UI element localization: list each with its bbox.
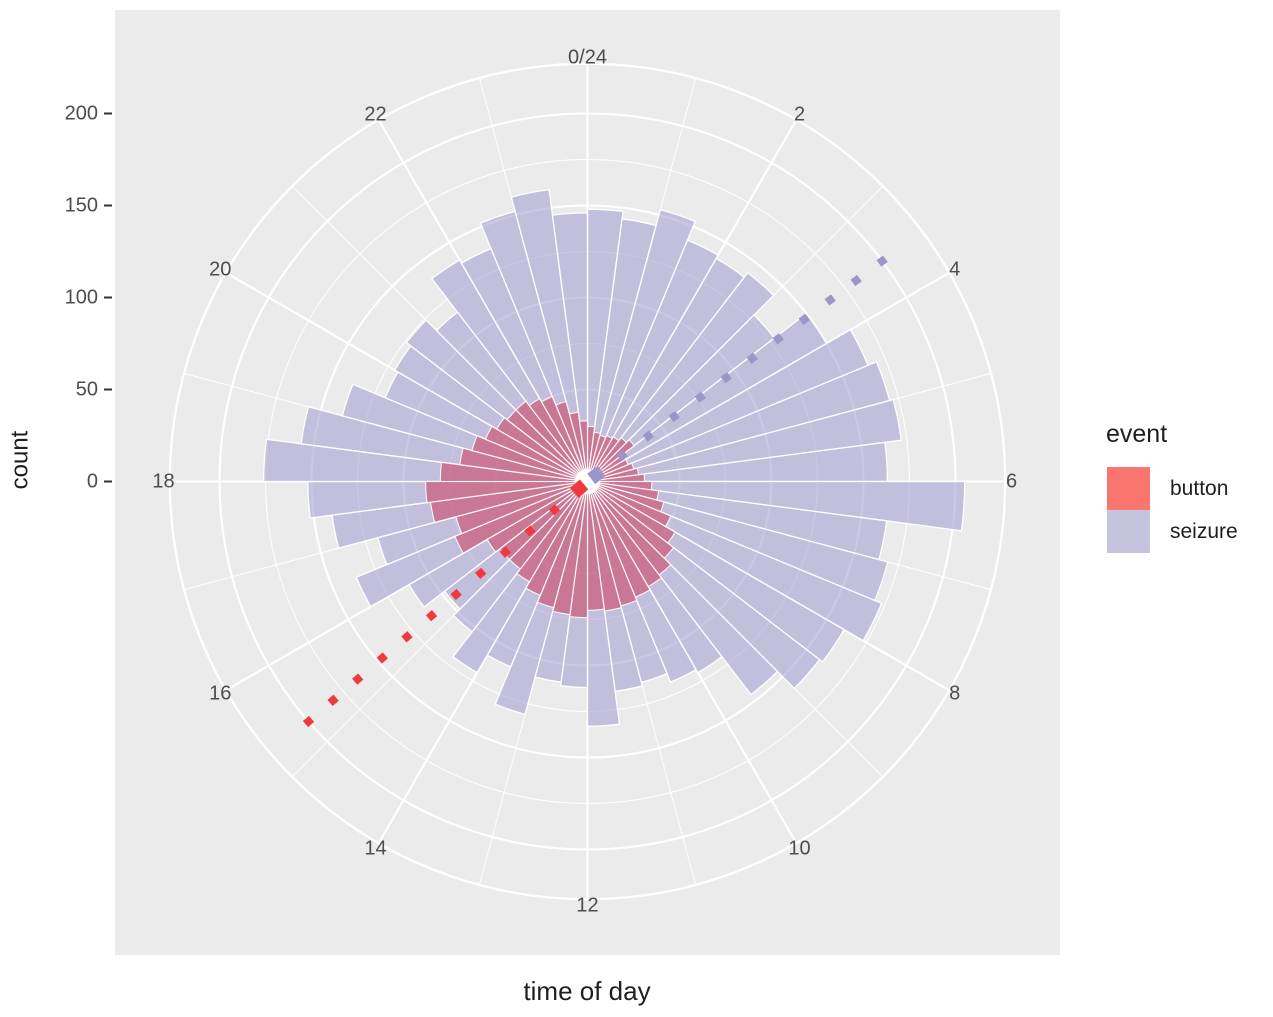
legend-swatch-button (1107, 467, 1150, 510)
mean-line-dot (450, 588, 462, 601)
count-tick-label: 50 (76, 379, 98, 401)
mean-line-dot (694, 391, 706, 403)
hour-tick-label: 8 (949, 683, 960, 705)
hour-tick-label: 10 (788, 838, 810, 860)
seizure-bar (586, 239, 719, 483)
button-bar (579, 420, 589, 483)
hour-tick-label: 4 (949, 259, 960, 281)
button-bar (568, 411, 589, 483)
count-tick-label: 100 (65, 287, 98, 309)
mean-line-dot (876, 255, 888, 267)
button-bar (586, 480, 622, 612)
mean-direction-line-button (302, 479, 589, 728)
button-bar (528, 398, 589, 483)
mean-line-dot (327, 694, 339, 706)
mean-line-dot (668, 410, 680, 423)
mean-line-dot (569, 479, 589, 498)
hour-tick-label: 22 (364, 103, 386, 125)
legend-label-seizure: seizure (1170, 520, 1238, 543)
legend-title: event (1106, 420, 1167, 448)
hour-tick-label: 16 (209, 683, 231, 705)
button-bar (525, 480, 589, 596)
button-bar (496, 417, 589, 483)
count-tick-label: 150 (65, 195, 98, 217)
mean-line-dot (376, 652, 388, 664)
button-bar (540, 395, 589, 483)
mean-line-dot (352, 673, 364, 685)
button-bar (454, 480, 589, 554)
mean-direction-line-seizure (587, 255, 888, 484)
seizure-bar (586, 398, 902, 483)
mean-line-dot (850, 274, 862, 287)
legend-label-button: button (1170, 477, 1228, 500)
x-axis-title: time of day (523, 976, 650, 1006)
mean-line-dot (401, 631, 413, 643)
hour-tick-label: 18 (152, 471, 174, 493)
mean-line-dot (587, 465, 606, 484)
mean-line-dot (642, 430, 654, 442)
mean-line-dot (824, 294, 836, 306)
hour-tick-label: 14 (364, 838, 386, 860)
seizure-bar (586, 208, 696, 483)
mean-line-dot (499, 546, 511, 558)
mean-line-dot (720, 372, 732, 384)
mean-line-dot (746, 352, 758, 364)
hour-tick-label: 12 (576, 895, 598, 917)
mean-line-dot (616, 449, 628, 462)
legend: event button seizure (1106, 420, 1238, 553)
count-axis: 0 50 100 150 200 (65, 103, 112, 493)
mean-line-dot (524, 525, 536, 537)
legend-swatch-seizure (1107, 510, 1150, 553)
count-tick-label: 200 (65, 103, 98, 125)
mean-line-dot (475, 567, 487, 579)
hour-tick-label: 20 (209, 259, 231, 281)
hour-tick-label: 0/24 (568, 47, 607, 69)
hour-tick-label: 2 (794, 103, 805, 125)
mean-line-dot (425, 610, 438, 622)
button-bar (484, 425, 589, 483)
button-bar (515, 400, 589, 483)
count-tick-label: 0 (87, 471, 98, 493)
hour-axis-labels: 0/24 2 4 6 8 10 12 14 16 18 20 22 (152, 47, 1017, 917)
mean-line-dot (302, 715, 315, 728)
mean-line-dot (548, 504, 561, 516)
y-axis-title: count (7, 430, 34, 489)
button-bars (425, 395, 676, 619)
button-bar (555, 400, 589, 483)
seizure-bar (586, 272, 775, 483)
mean-line-dot (798, 313, 810, 325)
button-bar (425, 480, 589, 504)
button-bar (516, 480, 589, 583)
hour-tick-label: 6 (1006, 471, 1017, 493)
mean-line-dot (772, 333, 784, 345)
